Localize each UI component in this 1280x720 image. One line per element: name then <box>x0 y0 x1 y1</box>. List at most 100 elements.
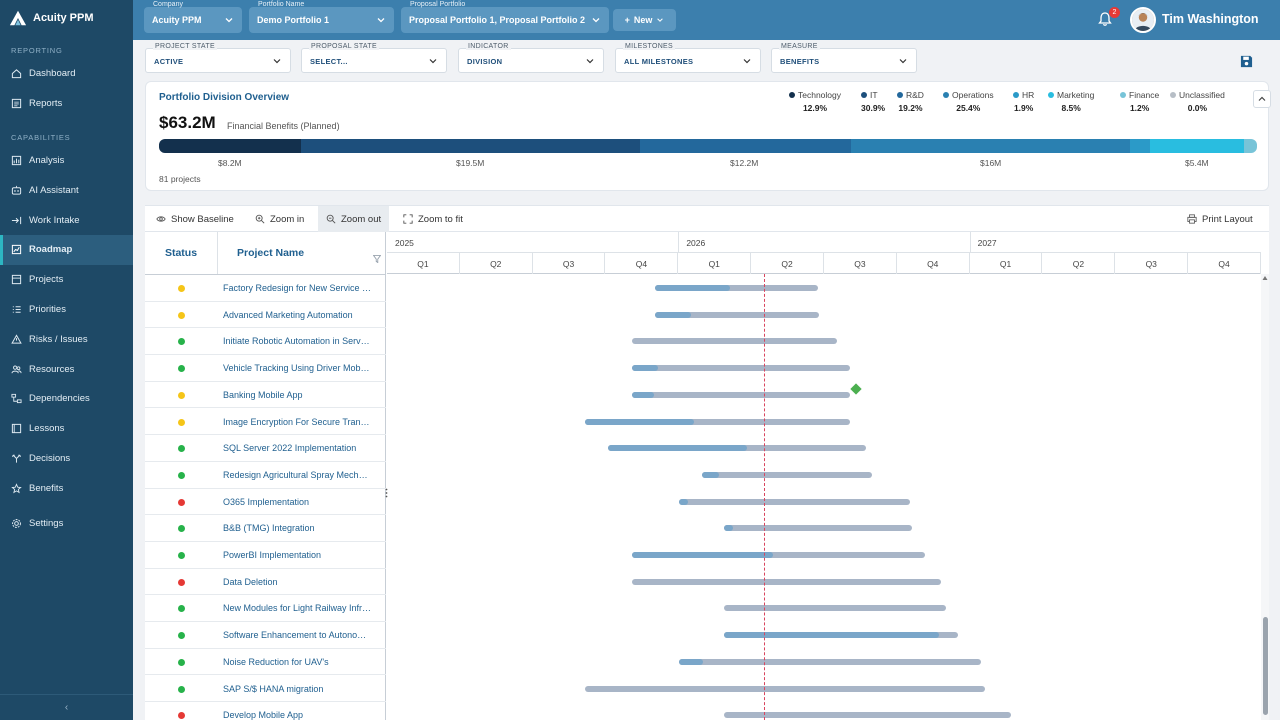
avatar[interactable] <box>1130 7 1156 33</box>
gantt-bar[interactable] <box>701 471 872 478</box>
project-name-link[interactable]: Advanced Marketing Automation <box>223 309 353 320</box>
table-row[interactable]: Redesign Agricultural Spray Mech… <box>145 462 386 489</box>
gantt-bar[interactable] <box>631 552 926 558</box>
sidebar-collapse-button[interactable]: ‹ <box>0 694 133 720</box>
table-row[interactable]: Banking Mobile App <box>145 382 386 409</box>
gantt-bar[interactable] <box>654 311 819 318</box>
project-name-link[interactable]: Banking Mobile App <box>223 389 303 400</box>
sidebar-item-risks-issues[interactable]: Risks / Issues <box>0 324 133 354</box>
project-name-column-header[interactable]: Project Name <box>237 247 305 259</box>
project-name-link[interactable]: Initiate Robotic Automation in Serv… <box>223 336 370 347</box>
project-name-link[interactable]: B&B (TMG) Integration <box>223 523 315 534</box>
sidebar-item-settings[interactable]: Settings <box>0 508 133 538</box>
division-segment-operations[interactable] <box>850 139 1130 153</box>
gantt-bar[interactable] <box>654 285 818 291</box>
sidebar-item-priorities[interactable]: Priorities <box>0 295 133 325</box>
gantt-bar[interactable] <box>724 525 912 532</box>
zoom-in-button[interactable]: Zoom in <box>247 206 312 232</box>
gantt-bar[interactable] <box>631 365 850 372</box>
app-logo[interactable]: Acuity PPM <box>0 0 133 36</box>
gantt-bar[interactable] <box>724 632 959 639</box>
project-name-link[interactable]: SAP S/$ HANA migration <box>223 683 324 694</box>
new-button[interactable]: + New <box>613 9 676 31</box>
scrollbar-thumb[interactable] <box>1263 617 1268 715</box>
sidebar-item-ai-assistant[interactable]: AI Assistant <box>0 175 133 205</box>
division-segment-finance[interactable] <box>1243 139 1257 153</box>
table-row[interactable]: Image Encryption For Secure Tran… <box>145 409 386 436</box>
filter-indicator[interactable]: INDICATOR DIVISION <box>458 43 604 73</box>
table-row[interactable]: Noise Reduction for UAV's <box>145 649 386 676</box>
filter-measure[interactable]: MEASURE BENEFITS <box>771 43 917 73</box>
status-column-header[interactable]: Status <box>145 232 218 274</box>
division-segment-technology[interactable] <box>159 139 301 153</box>
filter-project-state[interactable]: PROJECT STATE ACTIVE <box>145 43 291 73</box>
filter-icon[interactable] <box>373 255 381 263</box>
project-name-link[interactable]: Noise Reduction for UAV's <box>223 656 329 667</box>
table-row[interactable]: B&B (TMG) Integration <box>145 515 386 542</box>
table-row[interactable]: PowerBI Implementation <box>145 542 386 569</box>
sidebar-item-projects[interactable]: Projects <box>0 265 133 295</box>
zoom-out-button[interactable]: Zoom out <box>318 206 390 232</box>
table-row[interactable]: O365 Implementation <box>145 489 386 516</box>
scroll-up-arrow-icon[interactable] <box>1262 275 1268 281</box>
table-row[interactable]: New Modules for Light Railway Infr… <box>145 595 386 623</box>
project-name-link[interactable]: SQL Server 2022 Implementation <box>223 443 357 454</box>
project-name-link[interactable]: Image Encryption For Secure Tran… <box>223 416 370 427</box>
project-name-link[interactable]: Software Enhancement to Autono… <box>223 630 367 641</box>
zoom-to-fit-button[interactable]: Zoom to fit <box>395 206 471 232</box>
milestone-diamond-icon[interactable] <box>850 383 862 395</box>
sidebar-item-resources[interactable]: Resources <box>0 354 133 384</box>
sidebar-item-roadmap[interactable]: Roadmap <box>0 234 133 265</box>
gantt-bar[interactable] <box>724 605 946 612</box>
show-baseline-button[interactable]: Show Baseline <box>148 206 242 232</box>
project-name-link[interactable]: Factory Redesign for New Service … <box>223 283 372 293</box>
company-select[interactable]: Company Acuity PPM <box>144 1 242 33</box>
user-name[interactable]: Tim Washington <box>1162 12 1259 26</box>
gantt-bar[interactable] <box>631 578 942 585</box>
sidebar-item-dependencies[interactable]: Dependencies <box>0 384 133 414</box>
gantt-bar[interactable] <box>585 418 850 425</box>
sidebar-item-reports[interactable]: Reports <box>0 89 133 119</box>
gantt-bar[interactable] <box>631 391 850 398</box>
sidebar-item-work-intake[interactable]: Work Intake <box>0 205 133 235</box>
division-segment-marketing[interactable] <box>1150 139 1244 153</box>
table-row[interactable]: Data Deletion <box>145 569 386 596</box>
gantt-bar[interactable] <box>678 498 910 505</box>
sidebar-item-lessons[interactable]: Lessons <box>0 414 133 444</box>
collapse-overview-button[interactable] <box>1253 90 1271 108</box>
division-segment-r-d[interactable] <box>639 139 851 153</box>
table-row[interactable]: SAP S/$ HANA migration <box>145 676 386 703</box>
division-segment-it[interactable] <box>300 139 640 153</box>
project-name-link[interactable]: New Modules for Light Railway Infr… <box>223 603 372 614</box>
project-name-link[interactable]: Vehicle Tracking Using Driver Mob… <box>223 363 370 374</box>
gantt-bar[interactable] <box>585 685 986 692</box>
project-name-link[interactable]: Data Deletion <box>223 576 278 587</box>
portfolio-select[interactable]: Portfolio Name Demo Portfolio 1 <box>249 1 394 33</box>
sidebar-item-decisions[interactable]: Decisions <box>0 444 133 474</box>
sidebar-item-benefits[interactable]: Benefits <box>0 473 133 503</box>
filter-proposal-state[interactable]: PROPOSAL STATE SELECT... <box>301 43 447 73</box>
table-row[interactable]: SQL Server 2022 Implementation <box>145 435 386 462</box>
save-icon[interactable] <box>1240 55 1253 68</box>
vertical-scrollbar[interactable] <box>1261 274 1269 720</box>
table-row[interactable]: Initiate Robotic Automation in Serv… <box>145 328 386 356</box>
project-name-link[interactable]: O365 Implementation <box>223 496 310 507</box>
gantt-bar[interactable] <box>678 658 982 665</box>
table-row[interactable]: Develop Mobile App <box>145 702 386 720</box>
project-name-link[interactable]: Develop Mobile App <box>223 710 304 720</box>
gantt-bar[interactable] <box>608 445 866 452</box>
sidebar-item-analysis[interactable]: Analysis <box>0 146 133 176</box>
sidebar-item-dashboard[interactable]: Dashboard <box>0 59 133 89</box>
project-name-link[interactable]: PowerBI Implementation <box>223 550 322 560</box>
table-row[interactable]: Software Enhancement to Autono… <box>145 622 386 649</box>
filter-milestones[interactable]: MILESTONES ALL MILESTONES <box>615 43 761 73</box>
gantt-bar[interactable] <box>631 338 837 345</box>
pane-resize-handle-icon[interactable] <box>385 488 388 498</box>
bell-icon[interactable] <box>1097 11 1113 27</box>
table-row[interactable]: Vehicle Tracking Using Driver Mob… <box>145 355 386 382</box>
project-name-link[interactable]: Redesign Agricultural Spray Mech… <box>223 469 368 480</box>
table-row[interactable]: Advanced Marketing Automation <box>145 302 386 329</box>
proposal-portfolio-select[interactable]: Proposal Portfolio Proposal Portfolio 1,… <box>401 1 609 33</box>
print-layout-button[interactable]: Print Layout <box>1179 206 1261 232</box>
table-row[interactable]: Factory Redesign for New Service … <box>145 275 386 302</box>
